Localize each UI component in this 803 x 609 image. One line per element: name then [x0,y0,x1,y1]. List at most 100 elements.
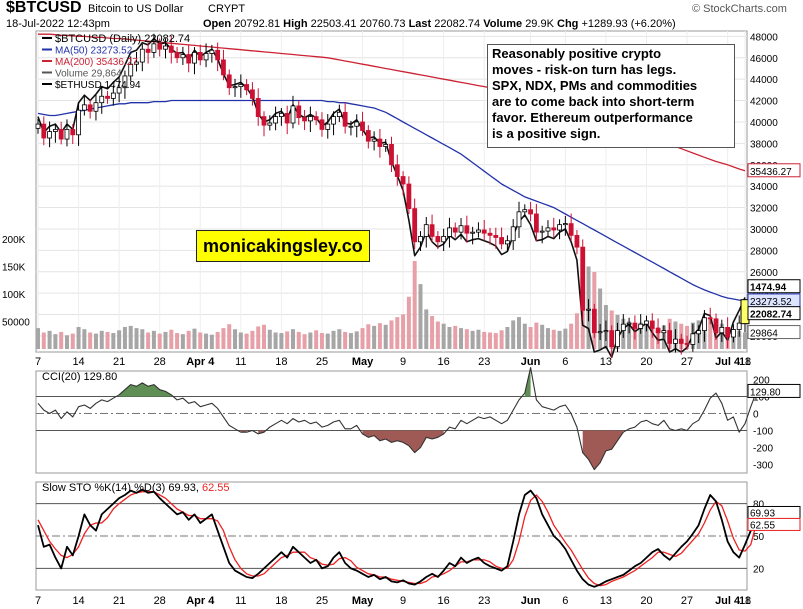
last-label: Last [408,18,432,30]
candle-body-58 [371,138,377,142]
sto-d-tag: 62.55 [750,520,775,531]
volume-bar-76 [476,329,481,349]
volume-bar-90 [557,330,562,349]
high-label: High [283,18,308,30]
volume-bar-27 [192,328,197,349]
x-tick-label-top-13: 6 [562,356,568,368]
candle-body-5 [64,129,70,140]
volume-bar-67 [424,309,429,349]
candle-body-19 [145,48,151,53]
volume-bar-9 [88,332,93,349]
cci-tag: 129.80 [750,387,781,398]
candle-body-101 [620,323,626,331]
volume-bar-70 [441,323,446,349]
candle-body-50 [325,123,331,130]
volume-bar-71 [447,327,452,349]
price-tick-label-5: 38000 [750,139,778,150]
candle-body-72 [452,227,458,233]
volume-bar-116 [708,318,713,349]
candle-body-60 [383,144,389,147]
ma50-line [37,99,746,302]
candle-body-76 [476,229,481,233]
price-tick-label-9: 30000 [750,225,778,236]
volume-bar-62 [395,317,400,349]
volume-bar-91 [563,328,568,349]
volume-bar-50 [325,333,330,349]
volume-bar-55 [354,331,359,349]
candle-body-53 [342,111,348,127]
volume-bar-19 [146,332,151,349]
volume-bar-65 [412,261,417,349]
x-tick-label-bottom-9: 9 [400,595,406,607]
volume-bar-86 [534,322,539,349]
cci-tick-label-3: -100 [753,427,773,438]
volume-bar-89 [551,329,556,349]
last-price-tag-box [747,306,801,321]
x-tick-label-top-0: 7 [35,356,41,368]
x-tick-label-top-9: 9 [400,356,406,368]
candle-body-35 [238,84,244,88]
candle-body-108 [661,330,667,334]
candle-body-92 [568,223,574,236]
candle-body-26 [186,54,192,64]
volume-bar-39 [262,324,267,349]
candle-body-1 [41,123,47,139]
volume-bar-32 [221,328,226,349]
candle-body-96 [591,308,597,334]
cci-negative-fill-2 [362,430,444,453]
cci-tick-label-0: 200 [753,376,770,387]
x-tick-label-bottom-1: 14 [72,595,84,607]
ma200-price-tag-box [747,163,801,178]
volume-bar-58 [372,325,377,349]
x-tick-label-top-2: 21 [113,356,125,368]
volume-bar-11 [99,330,104,349]
sto-tick-label-0: 80 [753,500,765,511]
x-tick-label-bottom-3: 28 [154,595,166,607]
candle-body-110 [673,338,678,344]
candle-body-38 [255,98,261,118]
volume-bar-72 [453,325,458,349]
x-tick-label-bottom-14: 13 [600,595,612,607]
volume-bar-26 [186,330,191,349]
volume-bar-80 [499,330,504,349]
candle-body-65 [412,208,418,243]
candle-body-2 [47,131,52,139]
eth-price-tag-box [747,279,801,294]
volume-bar-54 [348,333,353,349]
volume-bar-46 [302,334,307,349]
candle-body-16 [128,63,134,77]
candle-body-95 [586,308,591,311]
volume-bar-73 [459,328,464,349]
volume-bar-83 [516,317,521,349]
candle-body-81 [505,240,510,245]
x-tick-label-top-15: 20 [640,356,652,368]
candle-body-105 [644,320,649,325]
last-price-tag: 22082.74 [750,310,792,321]
candle-body-31 [215,49,221,61]
x-tick-label-bottom-18: 11 [739,595,750,607]
volume-bar-7 [76,327,81,349]
x-tick-label-bottom-12: Jun [521,595,541,607]
candle-body-43 [284,112,290,124]
candle-body-89 [551,227,557,231]
volume-bar-37 [250,330,255,349]
cci-negative-fill-3 [582,430,624,470]
candle-body-13 [110,92,116,99]
candle-body-10 [93,102,99,112]
candle-body-118 [719,326,725,334]
candle-body-24 [174,52,180,59]
x-tick-label-bottom-4: Apr 4 [186,595,215,607]
candle-body-99 [609,330,615,348]
candle-body-12 [105,95,110,99]
volume-bar-36 [244,333,249,349]
volume-bar-41 [273,332,278,349]
volume-bar-102 [627,321,632,349]
candle-body-63 [400,176,406,185]
timestamp: 18-Jul-2022 12:43pm [6,18,110,30]
candle-body-97 [597,331,603,334]
x-tick-label-bottom-16: 27 [681,595,693,607]
volume-bar-79 [493,333,498,349]
candle-body-94 [580,246,586,311]
candle-body-59 [377,138,383,147]
